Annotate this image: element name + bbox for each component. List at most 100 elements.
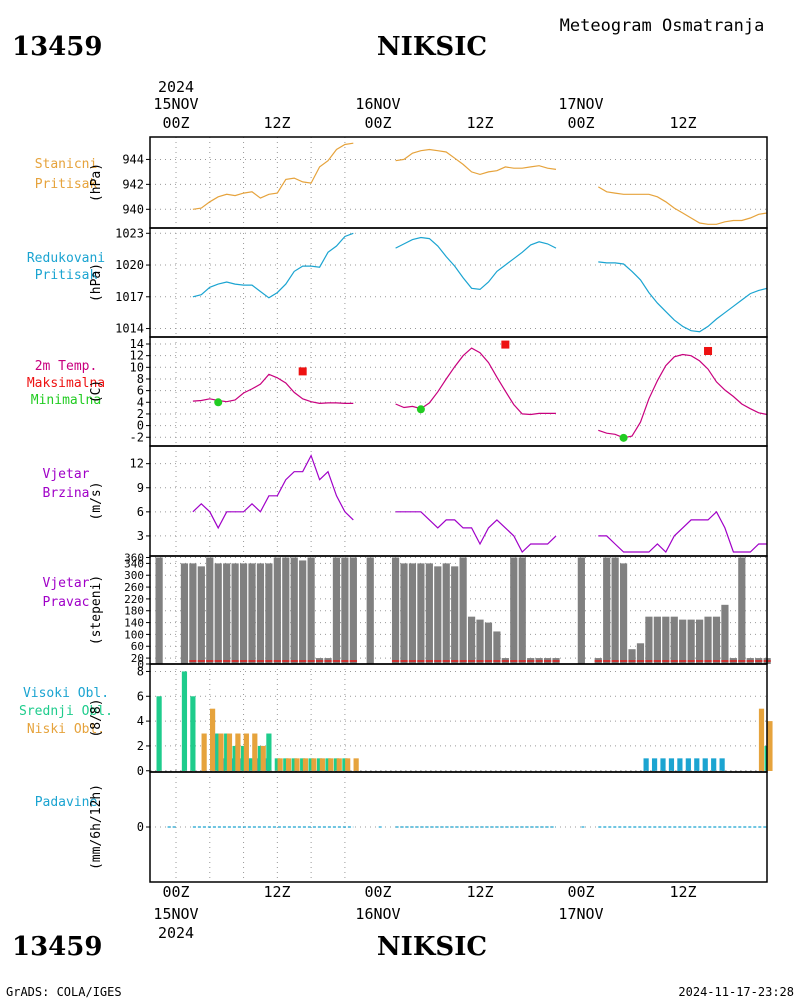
ytick-label-wspd-2: 9 bbox=[137, 481, 144, 495]
cloud-bar-1-13 bbox=[283, 758, 289, 771]
direction-bar-5 bbox=[214, 563, 222, 664]
direction-bar-56 bbox=[695, 619, 704, 664]
year-label-top: 2024 bbox=[158, 78, 194, 96]
cloud-bar-0-6 bbox=[221, 758, 227, 771]
cloud-bar-2-15 bbox=[302, 758, 309, 771]
ytick-label-stp-2: 944 bbox=[122, 152, 144, 166]
panel-wspd: 3 6 9 12 Vjetar Brzina (m/s) bbox=[43, 445, 768, 557]
footer-timestamp: 2024-11-17-23:28 bbox=[678, 985, 794, 999]
ytick-label-wdir-3: 100 bbox=[124, 628, 144, 641]
series-line-wspd-1 bbox=[395, 511, 557, 553]
series-line-stp-1 bbox=[395, 148, 557, 176]
direction-bar-51 bbox=[653, 616, 661, 664]
panel-clouds: 0 2 4 6 8 Visoki Obl. Srednji Obl. Niski Obl.(8… bbox=[19, 663, 773, 778]
cloud-bar-2-20 bbox=[345, 758, 351, 771]
unit-label-stp: (hPa) bbox=[89, 163, 104, 202]
day-label-bottom-3: 17NOV bbox=[558, 905, 603, 923]
cloud-bar-1-11 bbox=[266, 733, 272, 771]
cloud-bar-1-14 bbox=[291, 758, 297, 771]
panel-stp: 940 942 944 Stanicni Pritisak(hPa) bbox=[35, 136, 768, 229]
ytick-label-wdir-10: 360 bbox=[124, 551, 144, 564]
cloud-bar-0-5 bbox=[212, 733, 219, 771]
cloud-bar-1-18 bbox=[325, 758, 331, 771]
direction-bar-29 bbox=[442, 563, 450, 664]
cloud-bar-1-8 bbox=[240, 745, 247, 771]
direction-bar-19 bbox=[332, 557, 341, 664]
direction-bar-0 bbox=[155, 557, 163, 664]
ytick-label-wdir-7: 260 bbox=[124, 581, 144, 594]
direction-bar-33 bbox=[476, 619, 484, 664]
panel-label-wspd-0: Vjetar bbox=[43, 467, 90, 482]
ytick-label-clouds-1: 2 bbox=[137, 739, 144, 753]
time-tick-bottom-3: 00Z bbox=[364, 883, 391, 901]
direction-bar-7 bbox=[231, 563, 239, 664]
panel-label-clouds-0: Visoki Obl. bbox=[23, 686, 109, 701]
cloud-bar-0-52 bbox=[677, 758, 683, 771]
time-tick-bottom-1: 00Z bbox=[162, 883, 189, 901]
cloud-bar-2-3 bbox=[201, 733, 207, 771]
ytick-label-temp-0: -2 bbox=[130, 430, 144, 444]
year-label-bottom: 2024 bbox=[158, 924, 194, 942]
direction-bar-59 bbox=[721, 604, 729, 664]
ytick-label-clouds-4: 8 bbox=[137, 664, 144, 678]
direction-bar-57 bbox=[704, 616, 712, 664]
cloud-bar-2-61 bbox=[758, 708, 765, 771]
cloud-bar-1-12 bbox=[274, 758, 280, 771]
direction-bar-32 bbox=[467, 616, 476, 664]
panel-slp: 1014 1017 1020 1023 Redukovani Pritisak(hPa) bbox=[27, 226, 768, 338]
panel-frame-precip bbox=[149, 771, 768, 883]
panel-label-wdir-0: Vjetar bbox=[43, 576, 90, 591]
ytick-label-slp-3: 1023 bbox=[115, 226, 144, 240]
ytick-label-clouds-2: 4 bbox=[137, 714, 144, 728]
ytick-label-clouds-3: 6 bbox=[137, 689, 144, 703]
time-tick-top-6: 12Z bbox=[669, 114, 696, 132]
direction-bar-8 bbox=[239, 563, 248, 664]
cloud-bar-2-14 bbox=[294, 758, 300, 771]
direction-bar-20 bbox=[341, 557, 349, 664]
direction-bar-28 bbox=[434, 566, 442, 664]
time-tick-top-1: 00Z bbox=[162, 114, 189, 132]
time-tick-bottom-6: 12Z bbox=[669, 883, 696, 901]
ytick-label-stp-1: 942 bbox=[122, 177, 144, 191]
cloud-bar-2-16 bbox=[311, 758, 317, 771]
station-name-top: NIKSIC bbox=[377, 32, 487, 62]
cloud-bar-0-56 bbox=[711, 758, 717, 771]
time-tick-bottom-5: 00Z bbox=[567, 883, 594, 901]
cloud-bar-1-9 bbox=[249, 758, 255, 771]
direction-bar-54 bbox=[679, 619, 687, 664]
cloud-bar-0-7 bbox=[229, 758, 235, 771]
direction-bar-61 bbox=[738, 557, 746, 664]
direction-bar-6 bbox=[223, 563, 231, 664]
min-temp-point-0 bbox=[214, 398, 223, 407]
direction-bar-55 bbox=[687, 619, 695, 664]
ytick-label-temp-6: 10 bbox=[130, 360, 144, 374]
panel-frame-temp bbox=[149, 336, 768, 447]
max-temp-point-1 bbox=[501, 340, 510, 349]
cloud-bar-2-7 bbox=[235, 733, 241, 771]
panel-label-wspd-1: Brzina bbox=[43, 486, 90, 501]
station-id-top: 13459 bbox=[12, 32, 102, 62]
panel-label-temp-1: Maksimalna bbox=[27, 376, 105, 391]
ytick-label-wdir-1: 20 bbox=[131, 652, 144, 665]
cloud-bar-1-17 bbox=[316, 758, 323, 771]
cloud-bar-2-17 bbox=[319, 758, 325, 771]
ytick-label-wdir-2: 60 bbox=[131, 640, 144, 653]
unit-label-clouds: (8/8) bbox=[89, 698, 104, 737]
unit-label-wdir: (stepeni) bbox=[89, 575, 104, 645]
cloud-bar-0-49 bbox=[651, 758, 658, 771]
ytick-label-stp-0: 940 bbox=[122, 202, 144, 216]
ytick-label-slp-1: 1017 bbox=[115, 290, 144, 304]
panel-label-temp-0: 2m Temp. bbox=[35, 359, 98, 374]
direction-bar-26 bbox=[417, 563, 425, 664]
panel-label-precip-0: Padavine bbox=[35, 795, 98, 810]
panel-label-temp-2: Minimalna bbox=[31, 393, 101, 408]
direction-bar-31 bbox=[459, 557, 467, 664]
ytick-label-temp-7: 12 bbox=[130, 349, 144, 363]
time-tick-bottom-2: 12Z bbox=[263, 883, 290, 901]
direction-bar-49 bbox=[636, 643, 645, 664]
cloud-bar-1-5 bbox=[215, 733, 221, 771]
series-line-wspd-0 bbox=[192, 454, 354, 530]
direction-bar-24 bbox=[400, 563, 408, 664]
direction-bar-46 bbox=[611, 557, 619, 664]
